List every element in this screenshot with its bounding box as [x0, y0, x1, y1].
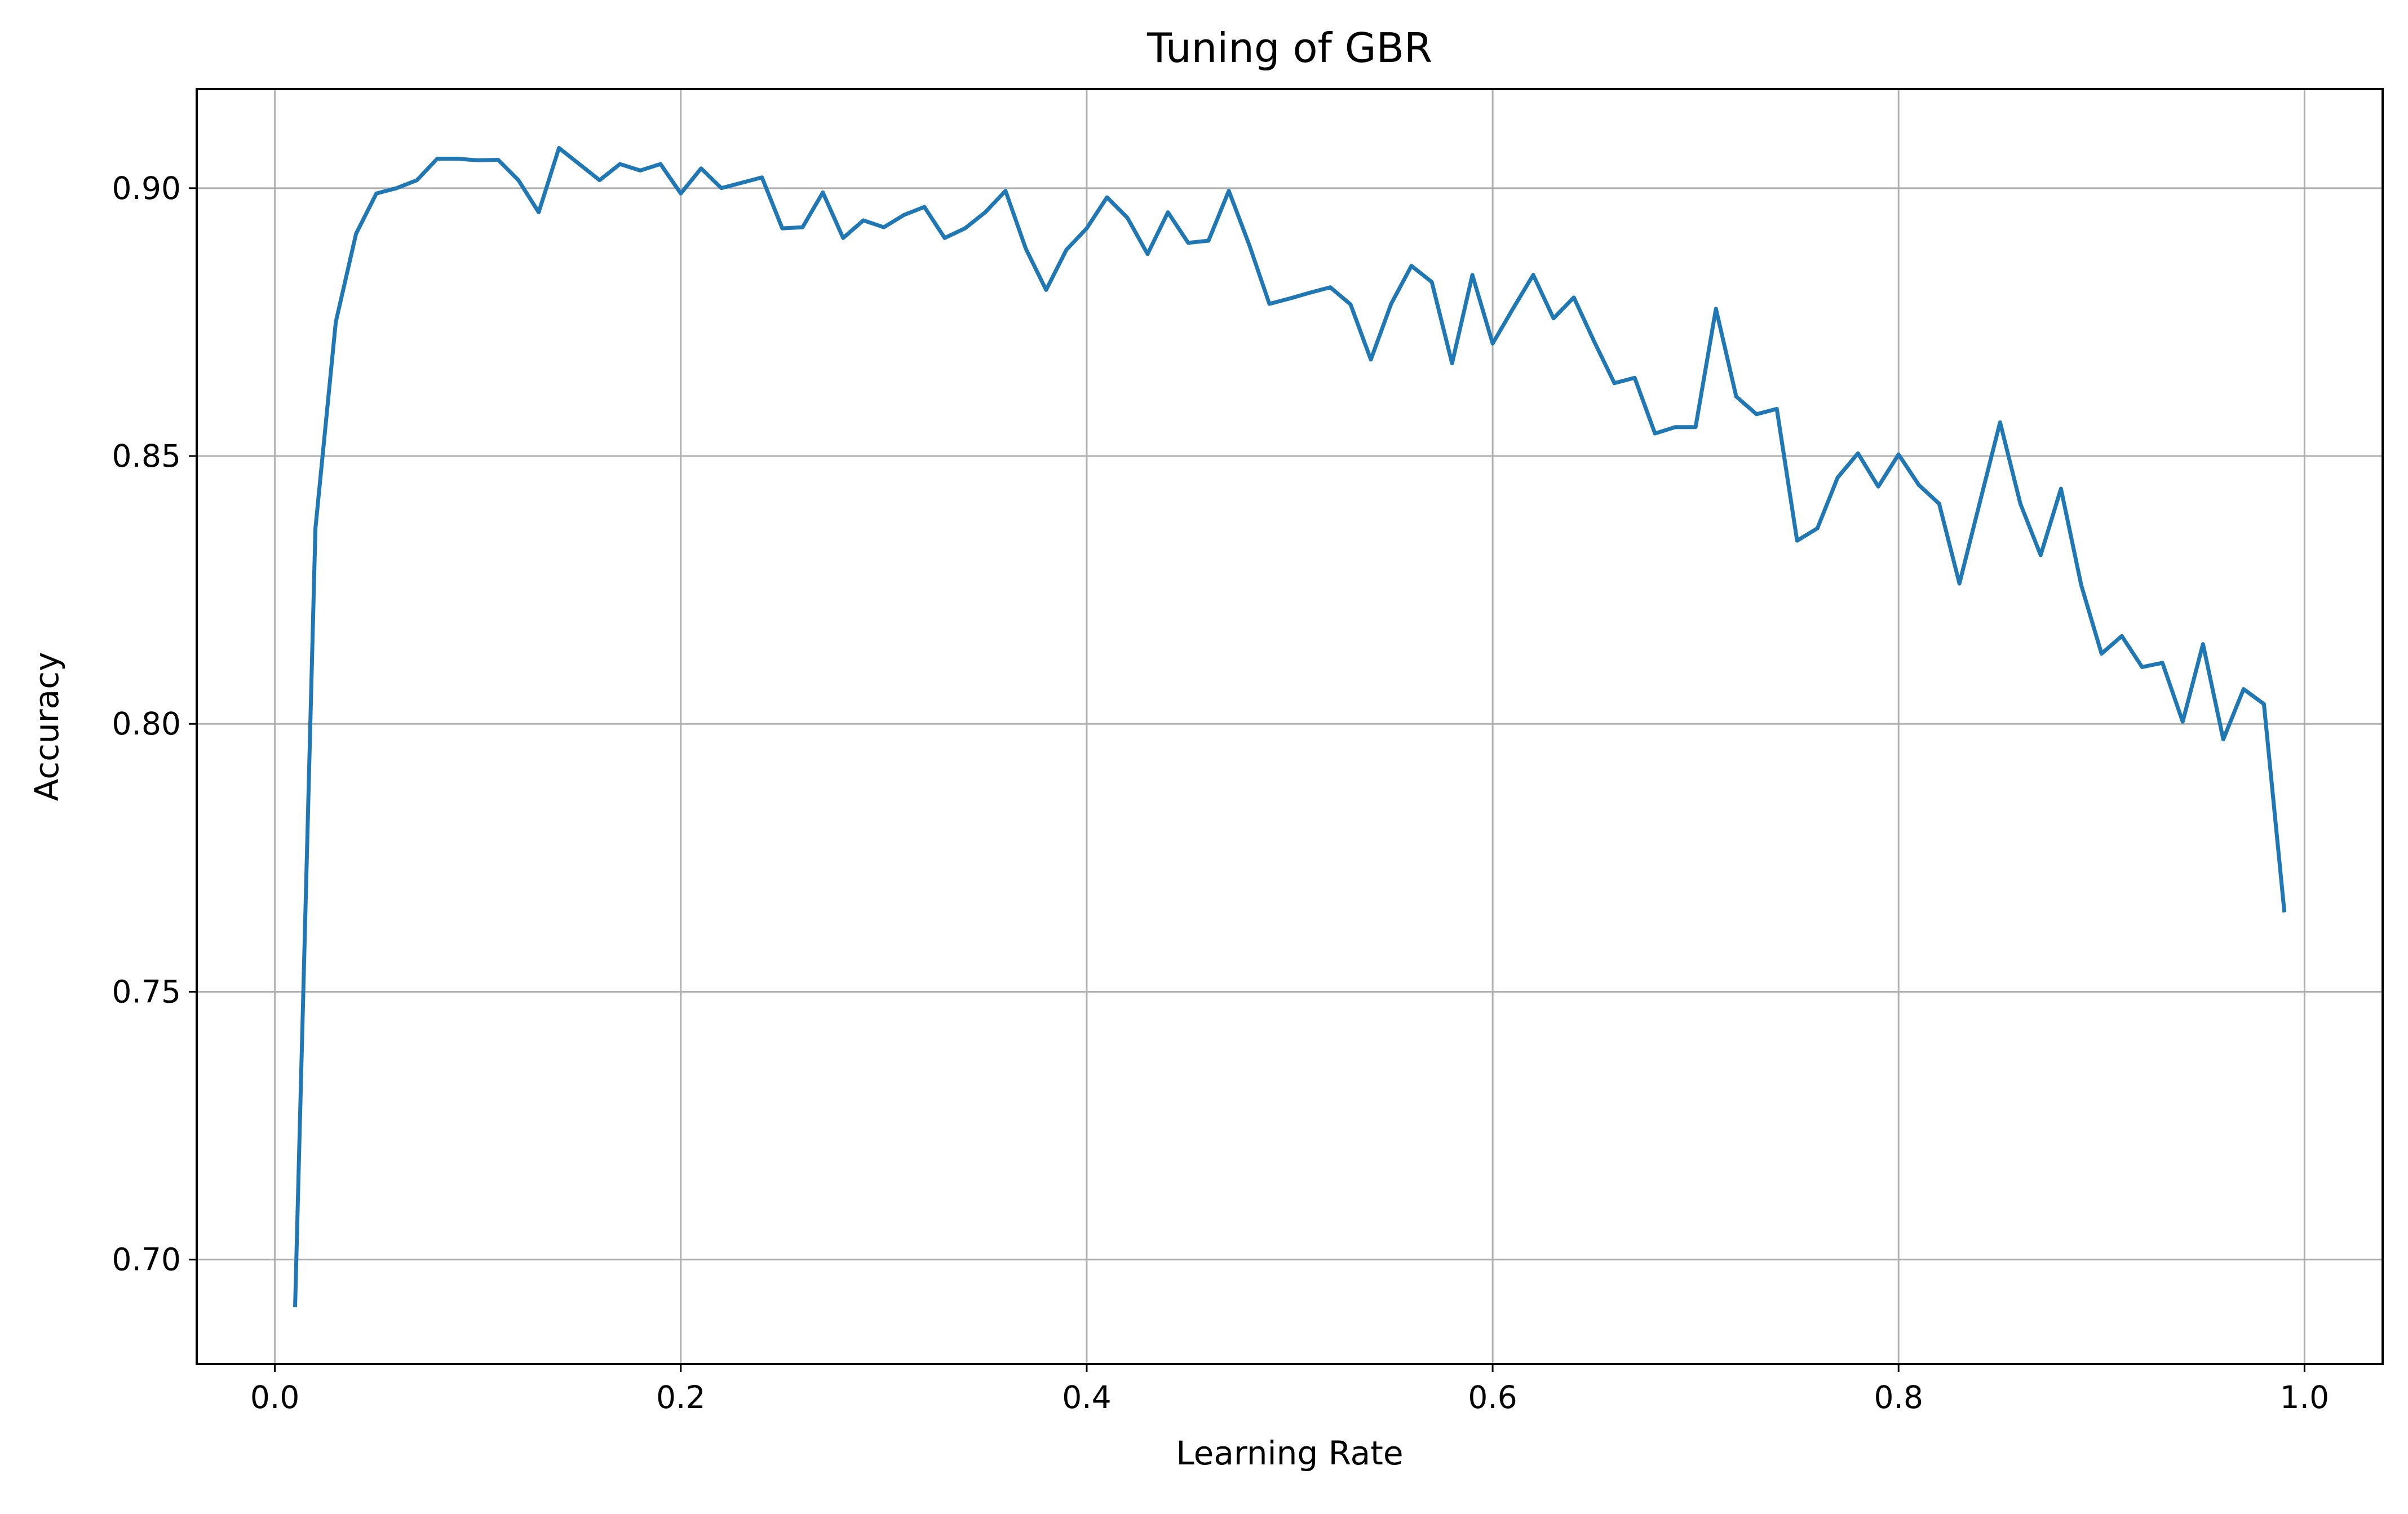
line-layer	[293, 146, 2287, 1308]
x-tick-label: 0.0	[250, 1379, 299, 1415]
y-tick-label: 0.90	[112, 170, 181, 206]
x-tick-label: 1.0	[2280, 1379, 2329, 1415]
x-axis-label: Learning Rate	[1176, 1434, 1403, 1472]
x-tick-label: 0.4	[1062, 1379, 1111, 1415]
tick-layer: 0.0 0.2 0.4 0.6 0.8 1.0 0.70 0.75 0.80 0.85 0.90	[112, 170, 2330, 1415]
y-tick-label: 0.80	[112, 706, 181, 742]
axes-frame	[196, 88, 2384, 1365]
series-line	[293, 146, 2287, 1308]
x-tick-label: 0.6	[1468, 1379, 1517, 1415]
y-tick-label: 0.70	[112, 1242, 181, 1278]
y-axis-label: Accuracy	[28, 652, 66, 802]
y-tick-label: 0.85	[112, 438, 181, 474]
x-tick-label: 0.2	[656, 1379, 705, 1415]
x-tick-label: 0.8	[1874, 1379, 1923, 1415]
chart-title: Tuning of GBR	[1147, 24, 1432, 72]
y-tick-label: 0.75	[112, 973, 181, 1010]
grid-layer	[197, 89, 2383, 1364]
